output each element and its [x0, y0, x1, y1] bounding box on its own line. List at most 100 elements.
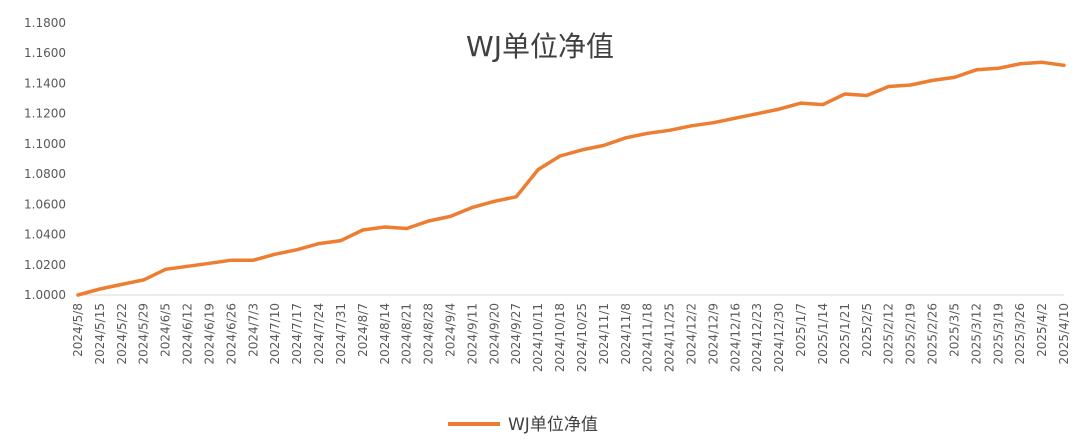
series-point — [711, 121, 715, 125]
series-point — [229, 258, 233, 262]
x-tick-label: 2024/9/27 — [509, 303, 523, 365]
series-point — [361, 228, 365, 232]
y-tick-label: 1.0000 — [24, 288, 66, 302]
x-axis-tick-labels: 2024/5/8 2024/5/15 2024/5/22 2024/5/29 2024/… — [71, 303, 1071, 372]
x-tick-label: 2025/3/12 — [969, 303, 983, 365]
x-tick-label: 2025/2/5 — [860, 303, 874, 357]
y-tick-label: 1.1000 — [24, 137, 66, 151]
x-tick-label: 2024/8/14 — [378, 303, 392, 365]
x-tick-label: 2024/7/3 — [246, 303, 260, 357]
x-tick-label: 2025/4/2 — [1035, 303, 1049, 357]
series-point — [602, 143, 606, 147]
x-tick-label: 2025/1/7 — [794, 303, 808, 357]
series-point — [624, 136, 628, 140]
series-point — [843, 92, 847, 96]
series-point — [996, 66, 1000, 70]
x-tick-label: 2025/3/19 — [991, 303, 1005, 365]
x-tick-label: 2024/5/22 — [115, 303, 129, 365]
series-point — [974, 68, 978, 72]
y-tick-label: 1.1800 — [24, 16, 66, 30]
series-point — [821, 103, 825, 107]
x-tick-label: 2024/6/19 — [202, 303, 216, 365]
legend-label: WJ单位净值 — [508, 415, 598, 435]
x-tick-label: 2025/2/26 — [926, 303, 940, 365]
series-point — [887, 85, 891, 88]
y-tick-label: 1.0800 — [24, 167, 66, 181]
x-tick-label: 2024/12/23 — [750, 303, 764, 372]
legend: WJ单位净值 — [448, 415, 598, 435]
x-tick-label: 2024/10/11 — [531, 303, 545, 372]
x-tick-label: 2024/10/18 — [553, 303, 567, 372]
x-tick-label: 2024/6/5 — [159, 303, 173, 357]
y-tick-label: 1.0400 — [24, 228, 66, 242]
series-points — [76, 60, 1066, 297]
series-point — [295, 248, 299, 252]
series-point — [208, 261, 211, 265]
series-point — [449, 214, 452, 218]
series-point — [777, 107, 781, 111]
series-point — [733, 116, 737, 120]
series-point — [865, 94, 869, 97]
y-tick-label: 1.1200 — [24, 107, 66, 121]
series-point — [514, 195, 518, 199]
x-tick-label: 2025/3/26 — [1013, 303, 1027, 365]
x-tick-label: 2024/12/16 — [728, 303, 742, 372]
series-point — [558, 154, 562, 158]
series-point — [646, 131, 650, 135]
series-point — [317, 242, 321, 246]
x-tick-label: 2024/9/4 — [443, 303, 457, 357]
x-tick-label: 2024/6/12 — [181, 303, 195, 365]
series-point — [690, 124, 693, 128]
x-tick-label: 2024/8/28 — [422, 303, 436, 365]
series-point — [405, 227, 409, 230]
series-point — [1062, 63, 1066, 67]
y-tick-label: 1.0200 — [24, 258, 66, 272]
series-point — [251, 258, 255, 262]
x-tick-label: 2024/11/8 — [619, 303, 633, 365]
x-tick-label: 2024/9/11 — [465, 303, 479, 365]
x-tick-label: 2024/7/31 — [334, 303, 348, 365]
series-point — [492, 199, 496, 203]
series-point — [186, 264, 190, 268]
y-tick-label: 1.1600 — [24, 46, 66, 60]
chart-title: WJ单位净值 — [466, 30, 614, 63]
series-point — [273, 252, 277, 256]
x-tick-label: 2024/11/1 — [597, 303, 611, 365]
x-tick-label: 2025/2/12 — [882, 303, 896, 365]
x-tick-label: 2025/1/21 — [838, 303, 852, 365]
series-point — [755, 112, 759, 116]
series-point — [76, 293, 80, 297]
series-point — [580, 148, 584, 152]
series-point — [536, 168, 540, 172]
series-point — [164, 267, 168, 271]
x-tick-label: 2024/8/7 — [356, 303, 370, 357]
series-point — [931, 78, 934, 82]
series-point — [470, 205, 474, 209]
series-point — [339, 239, 343, 243]
x-tick-label: 2024/12/9 — [706, 303, 720, 365]
x-tick-label: 2024/6/26 — [224, 303, 238, 365]
x-tick-label: 2024/7/17 — [290, 303, 304, 365]
x-tick-label: 2025/2/19 — [904, 303, 918, 365]
series-point — [142, 278, 146, 282]
x-tick-label: 2024/5/8 — [71, 303, 85, 357]
series-point — [383, 225, 387, 229]
series-point — [909, 83, 913, 87]
x-tick-label: 2024/11/25 — [663, 303, 677, 372]
x-tick-label: 2025/4/10 — [1057, 303, 1071, 365]
x-tick-label: 2024/5/15 — [93, 303, 107, 365]
x-tick-label: 2024/10/25 — [575, 303, 589, 372]
x-tick-label: 2024/7/10 — [268, 303, 282, 365]
x-tick-label: 2024/8/21 — [400, 303, 414, 365]
series-point — [668, 128, 672, 132]
x-tick-label: 2024/11/18 — [641, 303, 655, 372]
y-axis-tick-labels: 1.0000 1.0200 1.0400 1.0600 1.0800 1.1000 1.12… — [24, 16, 66, 302]
series-line — [76, 60, 1066, 297]
series-point — [98, 287, 102, 291]
series-point — [120, 282, 124, 286]
x-tick-label: 2025/1/14 — [816, 303, 830, 365]
y-tick-label: 1.1400 — [24, 76, 66, 90]
x-tick-label: 2024/5/29 — [137, 303, 151, 365]
